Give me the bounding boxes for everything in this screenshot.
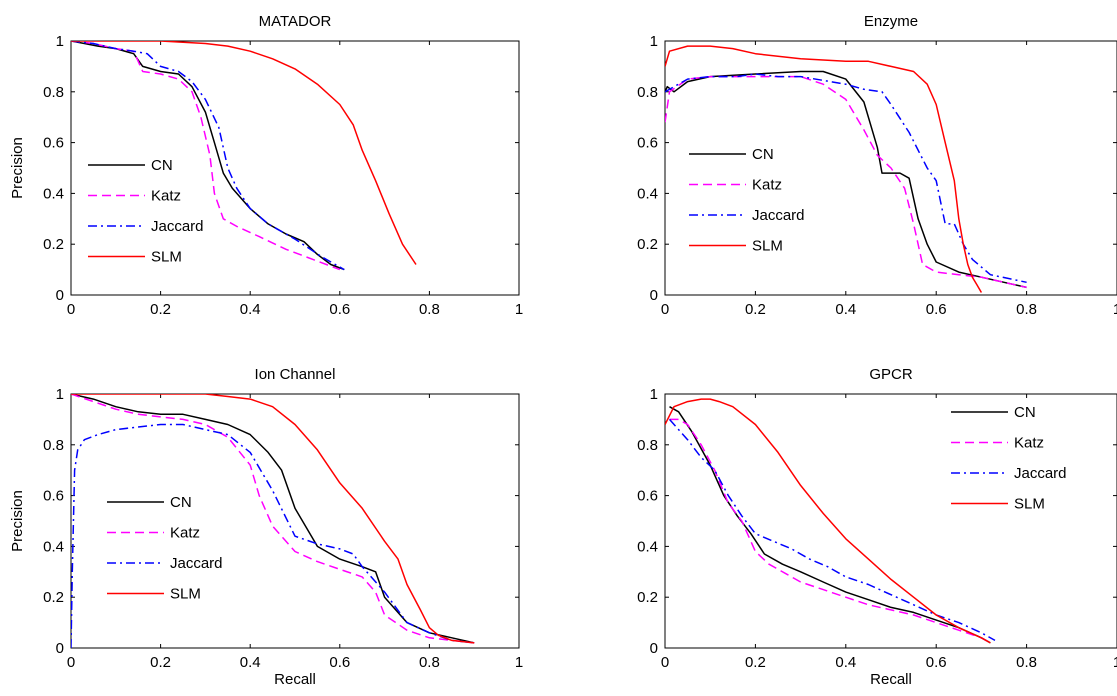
legend-label-cn: CN [752,146,774,163]
x-tick-label: 0.2 [150,301,171,318]
legend-label-slm: SLM [170,586,201,603]
x-axis-label: Recall [870,671,912,688]
x-tick-label: 0.8 [419,654,440,671]
x-tick-label: 0 [67,654,75,671]
chart-title: MATADOR [259,13,332,30]
x-tick-label: 0 [67,301,75,318]
series-group [665,45,1027,293]
series-line-jaccard [71,423,475,648]
series-line-jaccard [668,418,996,642]
y-tick-label: 0 [650,640,658,657]
y-tick-label: 0.8 [637,437,658,454]
x-tick-label: 1 [1113,654,1117,671]
legend: CN Katz Jaccard SLM [951,404,1067,513]
series-line-katz [665,75,1027,289]
series-line-jaccard [665,73,1027,284]
legend: CN Katz Jaccard SLM [88,157,204,266]
series-line-slm [71,394,475,644]
x-tick-label: 0 [661,301,669,318]
y-tick-label: 0.2 [43,236,64,253]
x-tick-label: 0.2 [745,654,766,671]
y-tick-label: 0.2 [637,236,658,253]
x-tick-label: 0.2 [150,654,171,671]
x-tick-label: 0.4 [835,654,856,671]
series-line-slm [71,41,417,265]
series-group [665,398,996,644]
panel-enzyme: 0 0.2 0.4 0.6 0.8 1 0 0.2 0.4 0.6 0.8 1 Enzyme CN Katz… [637,13,1117,318]
panel-ion-channel: 0 0.2 0.4 0.6 0.8 1 0 0.2 0.4 0.6 0.8 1 Ion Channel R… [9,366,523,688]
x-tick-label: 0.8 [1016,301,1037,318]
y-tick-label: 1 [56,386,64,403]
y-tick-label: 1 [56,33,64,50]
y-tick-label: 0.6 [43,488,64,505]
plot-area-ion-channel [70,393,520,649]
y-tick-label: 0.2 [43,589,64,606]
legend-label-cn: CN [1014,404,1036,421]
x-tick-label: 0.8 [1016,654,1037,671]
legend-label-cn: CN [151,157,173,174]
panel-matador: 0 0.2 0.4 0.8 0.6 1 0 0.2 0.4 0.6 0.8 1 MATADOR Preci… [9,13,523,318]
y-tick-label: 0.4 [637,185,658,202]
series-line-cn [665,70,1027,289]
x-tick-label: 0.4 [835,301,856,318]
legend-label-katz: Katz [752,177,782,194]
legend-label-katz: Katz [1014,435,1044,452]
y-tick-label: 0.8 [637,84,658,101]
series-group [71,41,417,271]
x-tick-label: 0.6 [926,654,947,671]
y-tick-label: 0 [650,287,658,304]
x-tick-label: 1 [1113,301,1117,318]
x-tick-label: 0.4 [240,301,261,318]
series-line-cn [71,394,475,644]
y-tick-label: 0.4 [637,538,658,555]
legend-label-slm: SLM [1014,496,1045,513]
y-tick-label: 0.2 [637,589,658,606]
legend-label-katz: Katz [151,188,181,205]
y-axis-label: Precision [9,490,26,552]
chart-title: Enzyme [864,13,918,30]
x-tick-label: 0.2 [745,301,766,318]
series-line-katz [669,418,991,644]
legend-label-slm: SLM [752,238,783,255]
legend-label-jaccard: Jaccard [170,555,223,572]
legend-label-cn: CN [170,494,192,511]
y-tick-label: 1 [650,33,658,50]
series-line-katz [71,394,475,644]
y-tick-label: 0 [56,640,64,657]
legend: CN Katz Jaccard SLM [107,494,223,603]
series-line-slm [665,45,983,293]
chart-title: Ion Channel [255,366,336,383]
series-group [71,394,475,648]
x-axis-label: Recall [274,671,316,688]
legend-label-katz: Katz [170,525,200,542]
y-tick-label: 0.4 [43,538,64,555]
legend-label-jaccard: Jaccard [752,207,805,224]
chart-title: GPCR [869,366,913,383]
legend-label-jaccard: Jaccard [1014,465,1067,482]
y-tick-label: 0.8 [43,437,64,454]
x-tick-label: 1 [515,654,523,671]
legend-label-jaccard: Jaccard [151,218,204,235]
y-axis-label: Precision [9,137,26,199]
x-tick-label: 1 [515,301,523,318]
y-tick-label: 0.6 [637,135,658,152]
y-tick-label: 1 [650,386,658,403]
y-tick-label: 0.4 [43,185,64,202]
y-tick-label: 0.6 [43,135,64,152]
series-line-slm [665,398,991,644]
y-tick-label: 0.6 [637,488,658,505]
panel-gpcr: 0 0.2 0.4 0.6 0.8 1 0 0.2 0.4 0.6 0.8 1 GPCR Recall CN… [637,366,1117,688]
x-tick-label: 0.8 [419,301,440,318]
x-tick-label: 0 [661,654,669,671]
x-tick-label: 0.6 [926,301,947,318]
y-tick-label: 0 [56,287,64,304]
x-tick-label: 0.4 [240,654,261,671]
legend-label-slm: SLM [151,249,182,266]
y-tick-label: 0.8 [43,84,64,101]
x-tick-label: 0.6 [329,654,350,671]
x-tick-label: 0.6 [329,301,350,318]
legend: CN Katz Jaccard SLM [689,146,805,255]
series-line-jaccard [71,41,345,271]
